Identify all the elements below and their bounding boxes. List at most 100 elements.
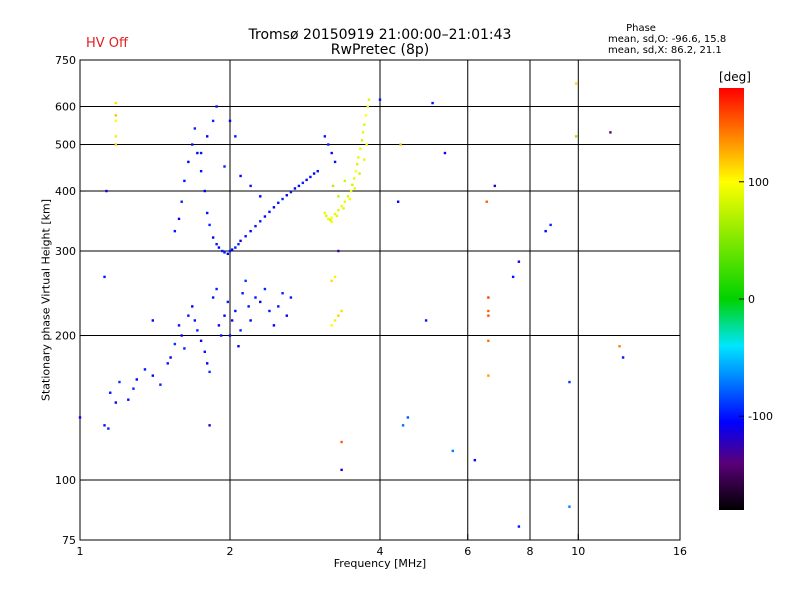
data-point-o [285,194,288,197]
data-point-o [215,105,218,108]
data-point-o [237,345,240,348]
data-point-o [151,374,155,377]
data-point-x [114,143,118,146]
data-point-o [211,236,215,239]
data-point-x [327,217,330,221]
data-point-x [335,214,339,218]
data-point-x [333,275,337,279]
data-point-o [105,189,108,193]
data-point-o [549,223,552,227]
data-point-o [493,184,497,188]
y-tick-label: 600 [55,101,76,114]
data-point-o [217,324,221,327]
grid-lines [80,60,680,540]
data-point-o [191,143,194,146]
data-point-o [401,424,405,427]
data-point-o [143,368,147,371]
data-point-o [151,319,155,322]
data-point-o [511,275,515,279]
data-point-o [234,246,237,249]
phase-info-x: mean, sd,X: 86.2, 21.1 [608,45,722,56]
data-point-o [228,249,232,253]
data-point-o [249,229,252,233]
data-point-o [191,305,194,308]
data-point-o [208,424,211,427]
data-point-o [247,305,250,308]
data-point-o [223,251,226,254]
x-tick-label: 4 [377,545,384,558]
phase-info-o: mean, sd,O: -96.6, 15.8 [608,34,727,45]
data-point-o [254,296,257,299]
data-point-o [568,505,571,508]
data-point-o [297,184,301,188]
data-point-x [114,114,118,117]
data-point-o [305,178,308,182]
data-point-x [348,197,352,201]
data-point-x [353,187,356,190]
data-point-o [230,319,234,322]
data-point-o [187,160,190,164]
data-point-o [621,356,625,359]
data-point-o [169,356,172,359]
y-tick-label: 300 [55,245,76,258]
data-point-o [221,249,224,253]
data-point-o [396,200,400,203]
data-point-o [281,197,284,201]
data-point-x [485,200,488,203]
data-point-o [196,329,199,332]
colorbar: -100 0 100 [719,88,773,510]
data-point-o [327,143,330,146]
data-point-x [343,200,347,203]
data-point-x [329,218,332,222]
data-point-o [180,334,183,337]
data-point-o [473,458,477,462]
y-axis-label: Stationary phase Virtual Height [km] [39,198,53,402]
data-point-x [323,211,327,215]
data-point-o [312,172,316,175]
data-point-o [103,275,106,279]
data-point-o [208,223,211,227]
data-point-o [219,334,223,337]
data-point-o [249,319,252,322]
data-point-o [187,314,190,317]
data-point-o [293,187,297,190]
hv-status-label: HV Off [86,36,128,51]
data-point-x [340,309,343,313]
data-point-o [330,151,333,155]
data-point-o [107,427,110,430]
data-point-o [193,319,197,322]
data-point-x [337,195,340,198]
data-point-x [342,207,345,210]
data-point-o [378,98,382,101]
data-point-x [340,440,343,444]
data-point-x [487,309,490,313]
data-point-o [249,184,252,188]
data-point-o [203,350,206,353]
data-point-o [132,387,135,390]
data-point-x [358,172,361,175]
data-point-o [118,380,121,384]
data-point-o [211,296,215,299]
data-point-o [443,151,447,155]
data-point-x [354,169,358,173]
data-point-o [244,235,247,238]
data-point-o [239,174,242,178]
chart-subtitle: RwPretec (8p) [330,42,430,58]
data-point-x [487,314,490,317]
data-point-o [285,314,288,317]
data-point-x [349,189,353,193]
data-point-o [177,217,181,221]
data-point-o [241,292,244,295]
data-point-o [568,380,571,384]
data-point-x [346,195,350,198]
data-point-o [196,151,199,155]
data-point-o [277,201,280,205]
data-point-o [289,296,293,299]
data-point-o [228,119,232,123]
data-point-x [361,131,365,134]
data-points [78,82,625,528]
data-point-x [574,82,578,85]
data-point-o [226,252,230,256]
data-point-x [574,135,578,138]
